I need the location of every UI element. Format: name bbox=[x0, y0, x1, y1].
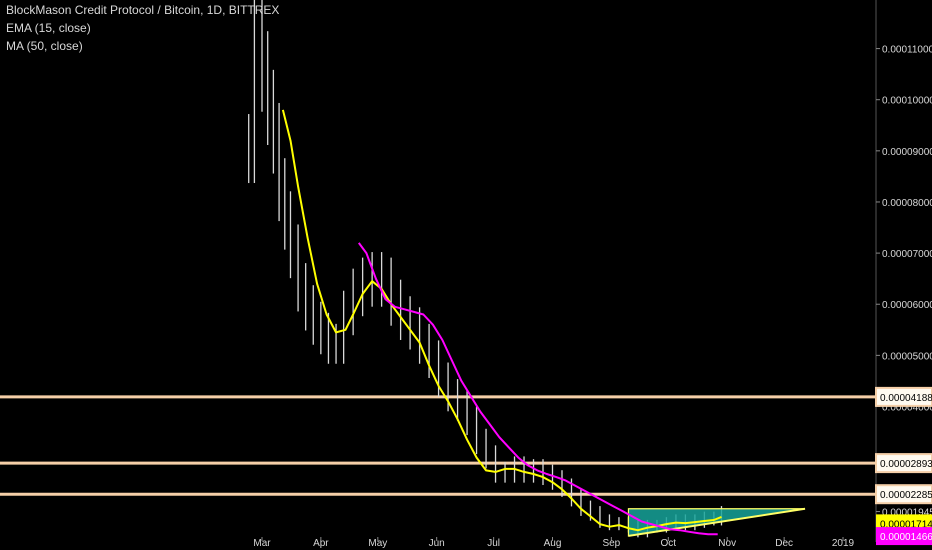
current-value-label: 0.00001714 bbox=[880, 519, 932, 530]
x-tick-label: May bbox=[368, 538, 387, 549]
level-label: 0.00002285 bbox=[880, 490, 932, 501]
chart-title: BlockMason Credit Protocol / Bitcoin, 1D… bbox=[6, 3, 280, 17]
y-tick-label: 0.00009000 bbox=[882, 147, 932, 158]
level-label: 0.00004188 bbox=[880, 393, 932, 404]
current-value-label: 0.00001466 bbox=[880, 532, 932, 543]
ema-legend-label: EMA (15, close) bbox=[6, 21, 91, 35]
x-tick-label: Oct bbox=[661, 538, 677, 549]
x-tick-label: Aug bbox=[544, 538, 562, 549]
horizontal-levels bbox=[0, 395, 875, 496]
price-candles bbox=[248, 0, 723, 538]
indicator-lines bbox=[281, 109, 722, 536]
y-tick-label: 0.00011000 bbox=[882, 45, 932, 56]
level-label: 0.00002893 bbox=[880, 459, 932, 470]
x-tick-label: 2019 bbox=[832, 538, 855, 549]
y-tick-label: 0.00005000 bbox=[882, 351, 932, 362]
x-tick-label: Jun bbox=[429, 538, 445, 549]
x-tick-label: Nov bbox=[718, 538, 736, 549]
x-tick-label: Sep bbox=[602, 538, 620, 549]
x-tick-label: Dec bbox=[775, 538, 793, 549]
level-label-box bbox=[875, 386, 932, 407]
price-axis: 0.00011000 0.00010000 0.00009000 0.00008000… bbox=[875, 0, 932, 550]
x-tick-label: Apr bbox=[313, 538, 329, 549]
y-tick-label: 0.00007000 bbox=[882, 249, 932, 260]
current-value-box bbox=[876, 527, 932, 546]
y-tick-label: 0.00008000 bbox=[882, 198, 932, 209]
trendline bbox=[628, 507, 806, 537]
triangle-pattern bbox=[627, 507, 806, 537]
level-label-box bbox=[875, 453, 932, 474]
ema-line bbox=[281, 109, 722, 532]
y-tick-label: 0.00001945 bbox=[882, 508, 932, 519]
y-tick-label: 0.00006000 bbox=[882, 300, 932, 311]
x-tick-label: Jul bbox=[487, 538, 500, 549]
ma-line bbox=[357, 242, 718, 536]
y-tick-label: 0.00010000 bbox=[882, 96, 932, 107]
ma-legend-label: MA (50, close) bbox=[6, 39, 83, 53]
y-tick-label: 0.00004000 bbox=[882, 403, 932, 414]
x-tick-label: Mar bbox=[253, 538, 271, 549]
level-label-box bbox=[875, 484, 932, 505]
time-axis: Mar Apr May Jun Jul Aug Sep Oct Nov Dec 2019 bbox=[253, 537, 855, 549]
